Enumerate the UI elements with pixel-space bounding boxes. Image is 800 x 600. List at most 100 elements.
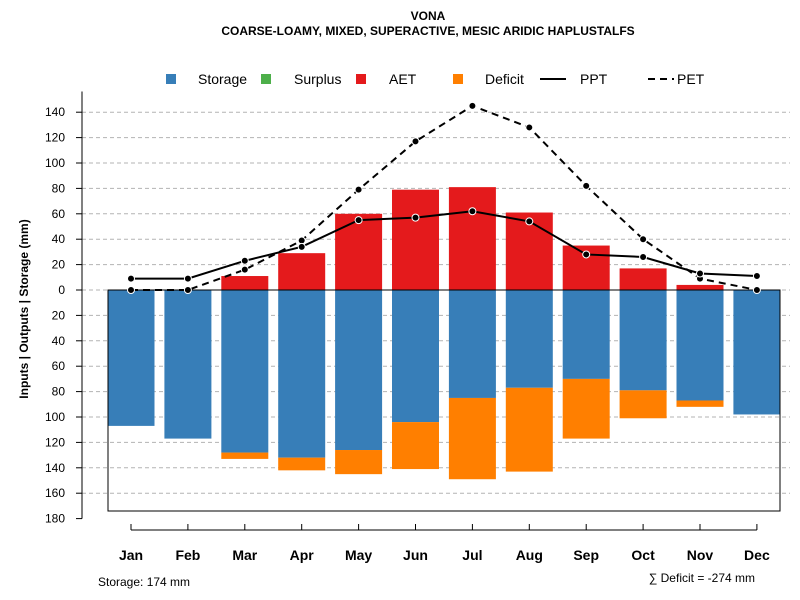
deficit-bar [562, 378, 610, 439]
ppt-point [468, 207, 477, 216]
chart-subtitle: COARSE-LOAMY, MIXED, SUPERACTIVE, MESIC … [221, 24, 634, 38]
ppt-point [752, 272, 761, 281]
deficit-bar [278, 457, 326, 471]
legend-label-aet: AET [389, 71, 417, 87]
y-tick-label: 140 [45, 105, 65, 119]
storage-bar [448, 290, 496, 398]
y-tick-label: 100 [45, 410, 65, 424]
pet-line [131, 104, 758, 291]
y-tick-label: 100 [45, 156, 65, 170]
y-tick-label: 20 [52, 258, 66, 272]
legend-label-storage: Storage [198, 71, 247, 87]
aet-bar [278, 253, 326, 290]
x-tick-label: Jan [119, 547, 143, 563]
x-tick-label: Jun [403, 547, 428, 563]
x-tick-label: Nov [687, 547, 714, 563]
storage-bar [278, 290, 326, 458]
storage-bar [676, 290, 724, 401]
chart-title: VONA [411, 9, 446, 23]
deficit-bar [335, 450, 383, 475]
ppt-point [127, 274, 135, 283]
aet-bar [619, 268, 667, 290]
y-tick-label: 80 [52, 385, 66, 399]
storage-bar [733, 290, 781, 415]
ppt-point [297, 242, 306, 251]
y-tick-label: 60 [52, 359, 66, 373]
aet-bar [335, 213, 383, 290]
ppt-point [525, 217, 534, 226]
y-tick-label: 60 [52, 207, 66, 221]
deficit-bar [392, 422, 439, 470]
y-tick-label: 20 [52, 308, 66, 322]
storage-bar [392, 290, 439, 423]
aet-bar [221, 276, 269, 290]
ppt-line [131, 210, 757, 280]
x-tick-label: Jul [462, 547, 482, 563]
x-tick-label: Feb [175, 547, 200, 563]
storage-bar [221, 290, 269, 453]
legend-swatch-aet [356, 74, 366, 84]
storage-bar [619, 290, 667, 391]
aet-bar [505, 212, 553, 290]
y-tick-label: 160 [45, 486, 65, 500]
legend-swatch-surplus [261, 74, 271, 84]
deficit-bar [221, 452, 269, 459]
pet-point [127, 286, 135, 294]
ppt-point [696, 269, 704, 278]
x-tick-label: Aug [516, 547, 543, 563]
x-tick-label: Mar [232, 547, 257, 563]
axes: 140 120 100 80 60 40 20 0 20 40 60 80 100 120 140 160 18… [45, 91, 770, 563]
deficit-bar [505, 387, 553, 472]
legend-swatch-storage [166, 74, 176, 84]
aet-bar [448, 187, 496, 290]
y-tick-label: 180 [45, 512, 65, 526]
pet-point [639, 235, 648, 244]
storage-note: Storage: 174 mm [98, 575, 190, 589]
legend-label-pet: PET [677, 71, 705, 87]
pet-point [582, 181, 591, 190]
ppt-point [354, 216, 363, 225]
y-tick-label: 140 [45, 461, 65, 475]
deficit-bar [448, 397, 496, 480]
deficit-bar [676, 400, 724, 407]
pet-point [468, 101, 477, 110]
deficit-bar [619, 390, 667, 419]
x-tick-label: May [345, 547, 372, 563]
pet-point [411, 137, 420, 146]
ppt-point [240, 256, 249, 265]
storage-bar [335, 290, 383, 451]
x-tick-label: Dec [744, 547, 770, 563]
pet-point [752, 286, 761, 294]
y-axis-title: Inputs | Outputs | Storage (mm) [17, 219, 31, 398]
deficit-note: ∑ Deficit = -274 mm [649, 571, 755, 585]
aet-bar [676, 284, 724, 290]
legend-swatch-deficit [453, 74, 463, 84]
pet-point [240, 265, 249, 274]
pet-point [525, 123, 534, 132]
pet-point [354, 185, 363, 194]
ppt-point [582, 250, 591, 259]
bars [107, 187, 781, 512]
x-tick-label: Apr [290, 547, 315, 563]
y-tick-label: 0 [58, 283, 65, 297]
ppt-point [639, 252, 648, 261]
legend: Storage Surplus AET Deficit PPT PET [166, 71, 705, 87]
storage-bar [562, 290, 610, 379]
storage-bar [164, 290, 212, 439]
y-tick-label: 80 [52, 181, 66, 195]
storage-bar [107, 290, 155, 426]
legend-label-ppt: PPT [580, 71, 608, 87]
y-tick-label: 120 [45, 131, 65, 145]
x-tick-label: Oct [631, 547, 655, 563]
y-tick-label: 40 [52, 232, 66, 246]
legend-label-deficit: Deficit [485, 71, 524, 87]
x-tick-label: Sep [573, 547, 599, 563]
pet-point [183, 286, 192, 294]
lines [127, 101, 761, 294]
y-tick-label: 40 [52, 334, 66, 348]
legend-label-surplus: Surplus [294, 71, 341, 87]
aet-bar [392, 189, 439, 290]
storage-frame [107, 289, 781, 512]
storage-bar [505, 290, 553, 388]
